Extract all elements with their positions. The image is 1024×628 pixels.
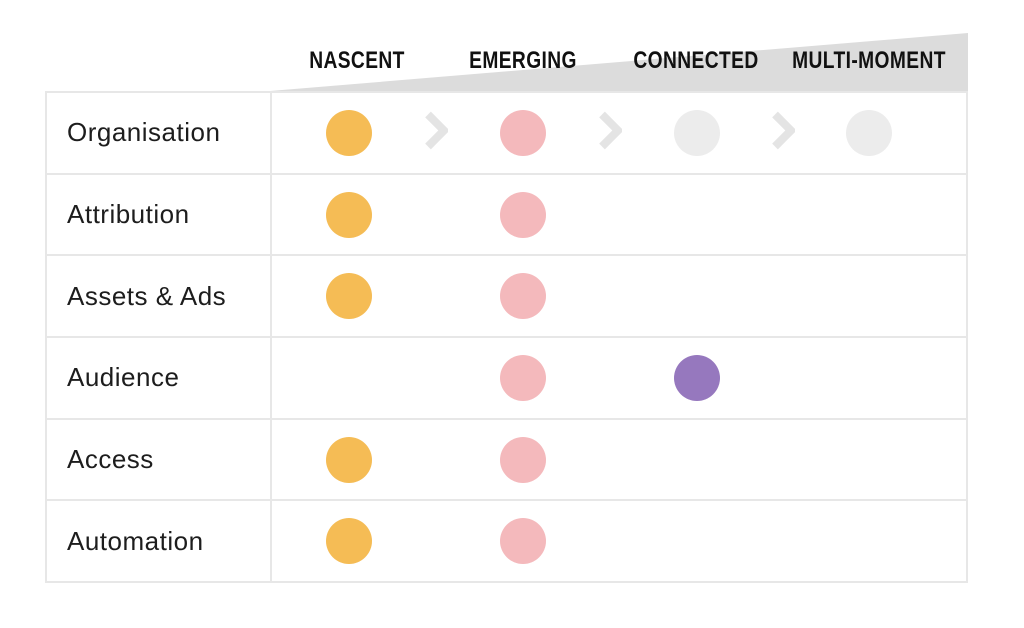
maturity-table: Organisation Attribution Assets & Ads Audie… xyxy=(45,91,968,583)
matrix-row-assets-ads: Assets & Ads xyxy=(47,254,966,337)
matrix-row-attribution: Attribution xyxy=(47,172,966,255)
growth-wedge-shape xyxy=(270,33,968,91)
maturity-dot-nascent xyxy=(326,436,372,483)
matrix-row-organisation: Organisation xyxy=(47,93,966,173)
maturity-dot-emerging xyxy=(500,354,546,401)
row-label: Audience xyxy=(67,362,180,393)
maturity-dot-multi-moment xyxy=(846,109,892,156)
maturity-dot-emerging xyxy=(500,109,546,156)
row-label: Attribution xyxy=(67,199,190,229)
maturity-dot-emerging xyxy=(500,273,546,320)
maturity-dot-nascent xyxy=(326,273,372,320)
stage-label-nascent: NASCENT xyxy=(309,47,405,74)
row-label-cell: Attribution xyxy=(47,174,272,255)
growth-wedge xyxy=(270,33,968,91)
progression-chevron-icon xyxy=(598,110,624,155)
maturity-dot-emerging xyxy=(500,518,546,565)
maturity-dot-nascent xyxy=(326,109,372,156)
row-label-cell: Audience xyxy=(47,338,272,418)
stage-header: NASCENT EMERGING CONNECTED MULTI-MOMENT xyxy=(0,0,1024,91)
row-label-cell: Automation xyxy=(47,501,272,582)
row-label: Assets & Ads xyxy=(67,280,227,311)
row-label: Automation xyxy=(67,525,204,556)
row-label: Organisation xyxy=(67,117,221,148)
maturity-dot-nascent xyxy=(326,518,372,565)
maturity-dot-emerging xyxy=(500,191,546,238)
maturity-dot-connected xyxy=(674,354,720,401)
maturity-dot-connected xyxy=(674,109,720,156)
matrix-row-access: Access xyxy=(47,417,966,500)
row-label-cell: Organisation xyxy=(47,93,272,173)
stage-label-emerging: EMERGING xyxy=(469,47,577,74)
row-label-cell: Assets & Ads xyxy=(47,256,272,337)
stage-label-multi-moment: MULTI-MOMENT xyxy=(792,47,946,74)
row-label: Access xyxy=(67,444,154,475)
matrix-row-automation: Automation xyxy=(47,499,966,582)
progression-chevron-icon xyxy=(771,110,797,155)
matrix-row-audience: Audience xyxy=(47,336,966,418)
progression-chevron-icon xyxy=(424,110,450,155)
stage-label-connected: CONNECTED xyxy=(633,47,759,74)
maturity-dot-emerging xyxy=(500,436,546,483)
maturity-dot-nascent xyxy=(326,191,372,238)
row-label-cell: Access xyxy=(47,419,272,500)
